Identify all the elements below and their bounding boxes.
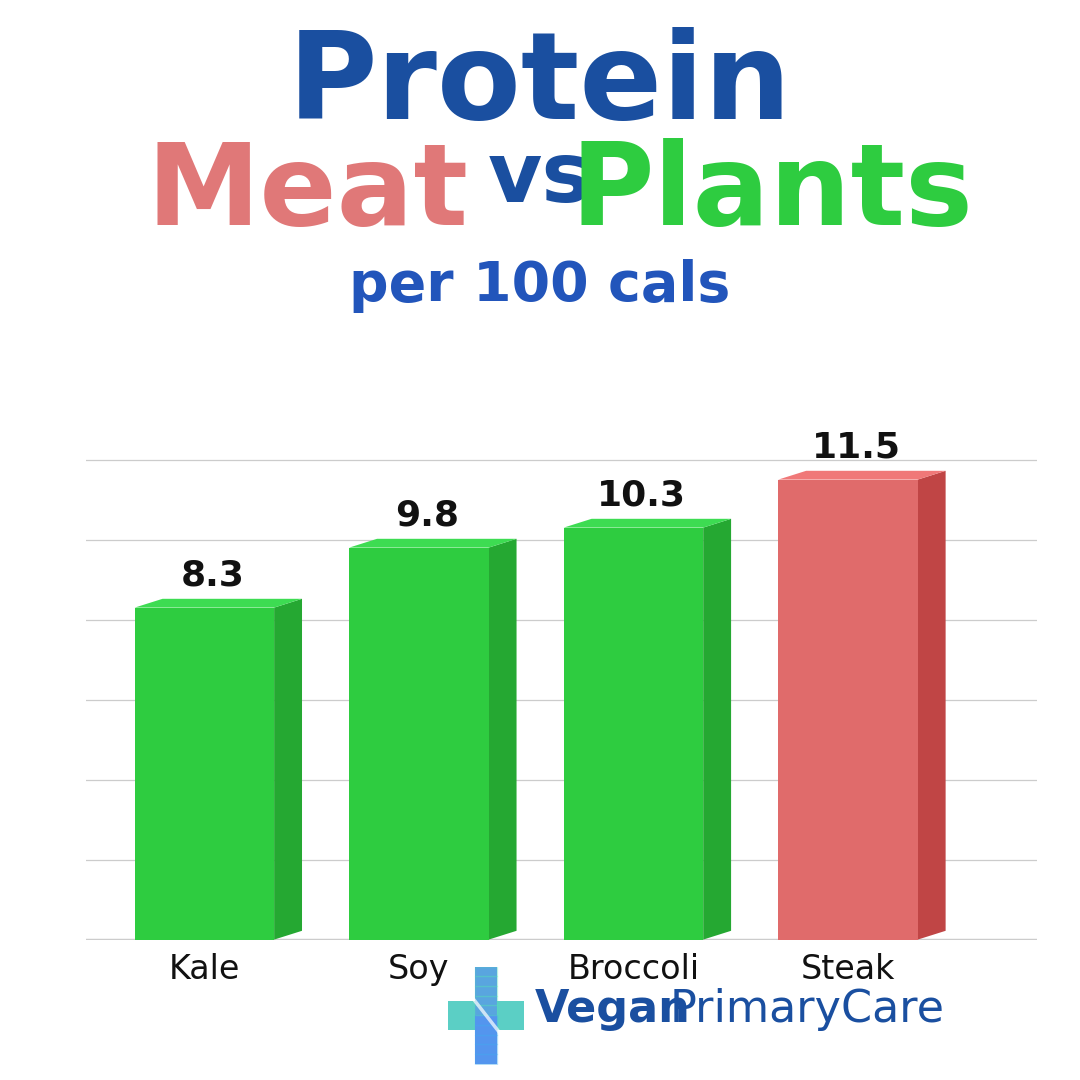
Polygon shape [779, 471, 946, 480]
Polygon shape [274, 598, 302, 940]
Text: Meat: Meat [147, 138, 469, 249]
Text: PrimaryCare: PrimaryCare [670, 988, 945, 1031]
Polygon shape [349, 539, 516, 548]
Text: 11.5: 11.5 [812, 431, 901, 464]
Polygon shape [135, 608, 274, 940]
Text: vs: vs [488, 138, 592, 219]
Polygon shape [488, 539, 516, 940]
Polygon shape [564, 518, 731, 528]
Text: Plants: Plants [570, 138, 974, 249]
Text: Vegan: Vegan [535, 988, 690, 1031]
Text: per 100 cals: per 100 cals [349, 259, 731, 313]
Text: 10.3: 10.3 [597, 478, 686, 513]
Polygon shape [703, 518, 731, 940]
Polygon shape [564, 528, 703, 940]
Text: Protein: Protein [288, 27, 792, 144]
Polygon shape [349, 548, 488, 940]
Polygon shape [135, 598, 302, 608]
Polygon shape [779, 480, 918, 940]
Polygon shape [918, 471, 946, 940]
Polygon shape [448, 1000, 524, 1030]
Text: 9.8: 9.8 [395, 499, 459, 532]
Text: 8.3: 8.3 [180, 558, 245, 593]
Polygon shape [475, 967, 497, 1064]
